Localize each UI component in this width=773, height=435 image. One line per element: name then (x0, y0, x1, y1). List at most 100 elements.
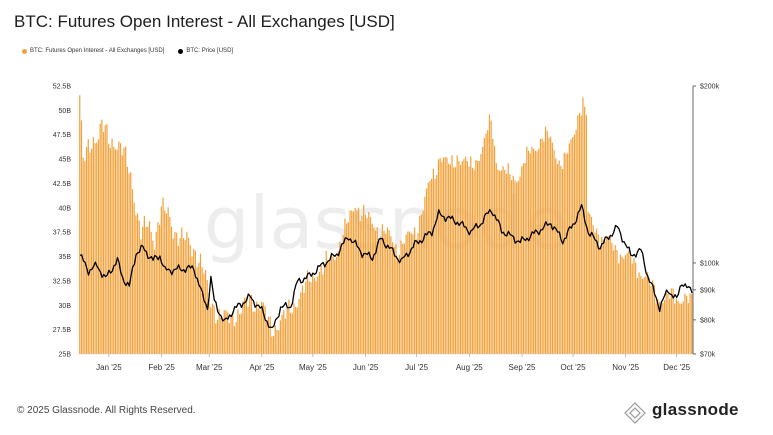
legend-item-open-interest[interactable]: BTC: Futures Open Interest - All Exchang… (22, 48, 164, 54)
oi-bar (181, 227, 183, 354)
oi-bar (521, 166, 523, 354)
oi-bar (621, 256, 623, 354)
oi-bar (252, 311, 254, 354)
oi-bar (618, 263, 620, 354)
oi-bar (408, 231, 411, 354)
oi-bar (590, 216, 593, 354)
oi-bar (502, 166, 504, 354)
oi-bar (670, 288, 672, 354)
oi-bar (431, 178, 433, 354)
oi-bar (298, 298, 300, 354)
oi-bar (293, 303, 295, 354)
oi-bar (264, 305, 266, 354)
oi-bar (539, 138, 542, 354)
oi-bar (102, 131, 105, 354)
y-tick-label-left: 35B (59, 254, 72, 261)
oi-bar (164, 210, 166, 354)
oi-bar (663, 300, 666, 354)
oi-bar (560, 165, 562, 354)
oi-bar (572, 137, 574, 354)
oi-bar (157, 222, 159, 354)
oi-bar (172, 238, 174, 354)
oi-bar (281, 314, 283, 354)
oi-bar (169, 217, 171, 354)
oi-bar (140, 239, 142, 354)
oi-bar (640, 275, 642, 354)
oi-bar (261, 301, 263, 354)
x-tick-label: Feb '25 (148, 363, 175, 372)
oi-bar (490, 120, 492, 355)
oi-bar (599, 246, 601, 354)
y-tick-label-right: $90k (700, 287, 716, 294)
oi-bar (453, 167, 455, 354)
oi-bar (631, 263, 633, 354)
oi-bar (368, 212, 370, 354)
oi-bar (550, 136, 552, 354)
oi-bar (454, 167, 457, 354)
price-series-line (79, 203, 693, 329)
oi-bar (482, 146, 484, 354)
oi-bar (301, 285, 304, 354)
oi-bar (468, 166, 470, 354)
oi-bar (342, 235, 344, 354)
oi-bar (150, 231, 152, 354)
oi-bar (244, 297, 246, 354)
oi-bar (215, 323, 217, 354)
oi-bar (565, 153, 567, 354)
oi-bar (250, 294, 253, 354)
oi-bar (317, 276, 319, 354)
oi-bar (522, 163, 525, 354)
y-tick-label-left: 27.5B (53, 327, 72, 334)
oi-bar (230, 314, 232, 354)
oi-bar (249, 297, 251, 354)
oi-bar (592, 225, 594, 354)
oi-bar (601, 236, 603, 354)
oi-bar (208, 292, 210, 354)
oi-bar (160, 206, 162, 354)
oi-bar (272, 335, 275, 354)
oi-bar (662, 302, 664, 354)
oi-bar (315, 281, 317, 354)
oi-bar (626, 253, 628, 354)
oi-bar (119, 143, 122, 354)
oi-bar (541, 138, 543, 354)
oi-bar (242, 301, 244, 354)
x-tick-label: Dec '25 (663, 363, 690, 372)
oi-bar (191, 256, 193, 354)
chart-axes: 25B 27.5B 30B 32.5B 35B 37.5B 40B 42.5B 45B 47.5B… (53, 84, 720, 373)
oi-bar (648, 277, 650, 354)
oi-bar (80, 120, 83, 354)
oi-bar (420, 214, 423, 354)
oi-bar (221, 318, 224, 354)
oi-bar (147, 226, 149, 354)
oi-bar (400, 240, 402, 354)
oi-bar (495, 162, 497, 354)
oi-bar (612, 250, 615, 354)
oi-bar (369, 216, 372, 354)
oi-bar (152, 240, 154, 354)
oi-bar (357, 207, 360, 354)
oi-bar (308, 281, 310, 354)
oi-bar (551, 142, 553, 354)
oi-bar (116, 150, 118, 354)
oi-bar (340, 248, 343, 354)
oi-bar (485, 133, 487, 354)
x-tick-label: Apr '25 (249, 363, 275, 372)
oi-bar (114, 149, 117, 354)
oi-bar (179, 238, 181, 354)
oi-bar (417, 233, 419, 354)
oi-bar (492, 138, 494, 354)
y-tick-label-left: 45B (59, 157, 72, 164)
oi-bar (346, 223, 348, 354)
oi-bar (276, 329, 278, 354)
oi-bar (327, 260, 329, 354)
oi-bar (439, 157, 441, 354)
oi-bar (548, 137, 550, 354)
oi-bar (121, 155, 123, 354)
legend-item-price[interactable]: BTC: Price [USD] (178, 48, 233, 54)
oi-bar (563, 152, 565, 354)
oi-bar (213, 305, 215, 354)
oi-bar (356, 210, 358, 354)
oi-bar (669, 298, 671, 354)
